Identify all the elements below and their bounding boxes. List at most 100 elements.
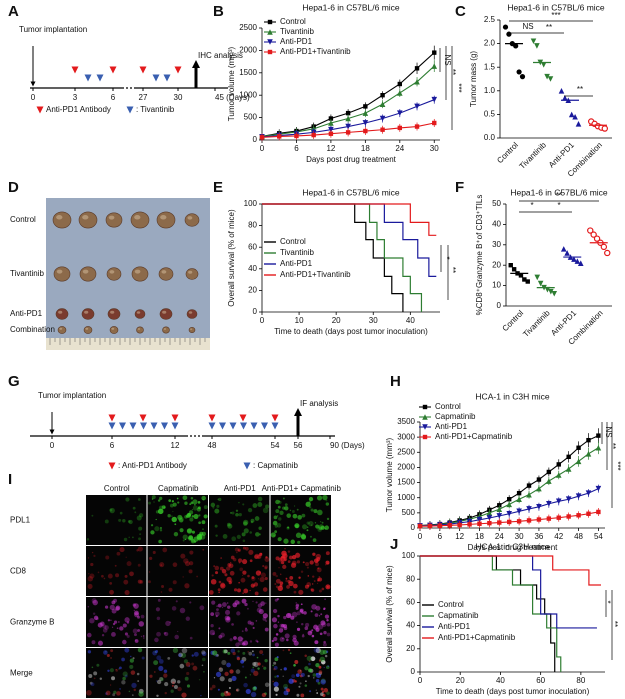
signal [186, 671, 190, 676]
y-axis-label: Overall survival (% of mice) [385, 565, 394, 663]
signal [115, 573, 120, 578]
row-label: Tivantinib [10, 269, 44, 278]
marker [586, 437, 591, 443]
signal [156, 680, 158, 682]
signal [282, 649, 285, 652]
start-label: Tumor implantation [19, 25, 87, 34]
signal [295, 602, 297, 604]
signal [243, 682, 248, 688]
signal [93, 677, 96, 680]
y-tick-label: 100 [244, 199, 258, 208]
signal [226, 576, 232, 583]
dose-marker [208, 414, 216, 422]
signal [160, 591, 163, 593]
signal [276, 515, 279, 517]
signal [309, 560, 314, 565]
signal [169, 621, 172, 624]
signal [162, 547, 168, 553]
marker [513, 43, 519, 49]
signal [314, 613, 319, 617]
signal [291, 674, 296, 679]
signal [262, 565, 265, 568]
tumor-highlight [109, 270, 115, 274]
signal [238, 558, 243, 563]
signal [264, 557, 270, 563]
x-tick-label: 18 [361, 144, 370, 153]
row-label: Control [10, 215, 36, 224]
dose-marker [163, 74, 171, 82]
signal [258, 526, 262, 530]
timeline-label: 90 (Days) [330, 441, 365, 450]
signal [163, 631, 169, 637]
marker [496, 506, 503, 513]
marker [565, 496, 572, 503]
marker [547, 76, 554, 82]
signal [153, 660, 159, 666]
marker [575, 121, 582, 127]
arrow-head [49, 429, 55, 435]
signal [306, 529, 309, 532]
signal [304, 654, 307, 658]
signal [132, 603, 136, 607]
signal [163, 669, 168, 673]
signal [287, 526, 290, 529]
marker [447, 523, 452, 528]
marker [595, 485, 602, 492]
signal [213, 677, 216, 679]
signal [290, 615, 295, 620]
signal [308, 660, 311, 663]
signal [157, 598, 161, 602]
y-tick-label: 20 [248, 286, 257, 295]
signal [196, 575, 198, 578]
signal [321, 622, 327, 628]
signal [216, 608, 219, 612]
signal [92, 612, 96, 615]
signal [309, 690, 312, 693]
signal [191, 662, 195, 666]
signal [91, 598, 97, 604]
signal [186, 528, 193, 534]
marker [562, 95, 568, 101]
signal [87, 575, 94, 582]
significance: NS [443, 54, 452, 65]
signal [318, 670, 323, 674]
signal [201, 495, 206, 501]
tumor [55, 308, 69, 320]
survival-curve [262, 203, 423, 312]
panel-label: J [390, 536, 398, 553]
signal [312, 673, 317, 677]
tumor [107, 308, 121, 320]
tumor-highlight [58, 310, 63, 314]
signal [296, 627, 301, 631]
signal [293, 590, 297, 594]
signal [210, 612, 215, 617]
signal [296, 508, 299, 511]
signal [276, 523, 282, 528]
signal [264, 565, 268, 569]
signal [275, 633, 279, 636]
signal [172, 681, 175, 685]
signal [283, 538, 289, 544]
signal [287, 648, 291, 652]
y-tick-label: 20 [492, 260, 501, 269]
signal [137, 563, 141, 567]
marker [328, 116, 334, 121]
signal [282, 553, 288, 559]
signal [191, 515, 194, 518]
signal [121, 680, 126, 685]
signal [109, 668, 114, 673]
signal [298, 589, 304, 595]
signal [238, 549, 240, 552]
x-tick-label: 0 [260, 144, 265, 153]
timeline-label: 6 [110, 441, 115, 450]
tumor-highlight [110, 310, 115, 314]
row-label: CD8 [10, 567, 27, 576]
marker [571, 256, 577, 262]
signal [156, 631, 161, 637]
signal [247, 620, 252, 625]
legend-label: Anti-PD1 [438, 622, 471, 631]
signal [171, 606, 177, 611]
signal [149, 674, 153, 678]
signal [245, 627, 248, 630]
signal [199, 605, 205, 611]
